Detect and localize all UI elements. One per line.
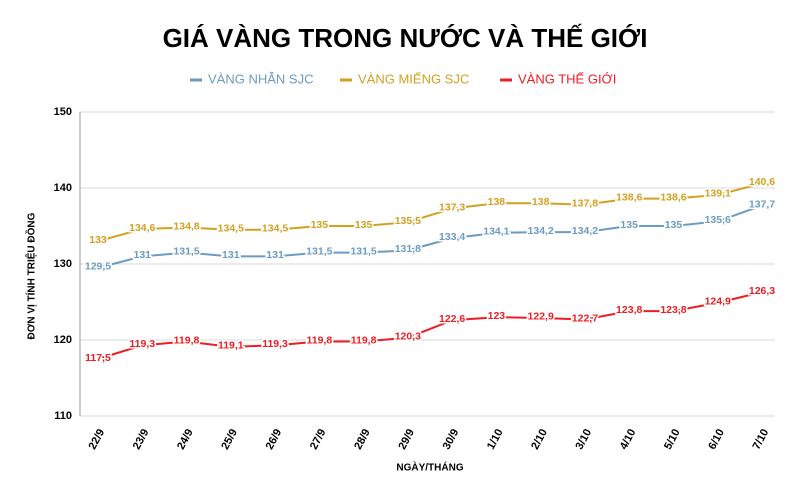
legend-label: VÀNG MIẾNG SJC	[358, 71, 469, 86]
data-label: 135	[311, 219, 329, 231]
x-tick-label: 5/10	[662, 427, 683, 452]
x-tick-label: 29/9	[396, 427, 417, 452]
data-label: 133,4	[439, 231, 465, 243]
x-tick-label: 22/9	[87, 427, 108, 452]
data-label: 134,5	[218, 223, 244, 235]
x-tick-label: 4/10	[618, 427, 639, 452]
data-label: 135,6	[705, 214, 731, 226]
y-axis-label: ĐƠN VỊ TÍNH TRIỆU ĐỒNG	[25, 212, 38, 339]
x-tick-label: 2/10	[529, 427, 550, 452]
y-tick-label: 130	[54, 258, 72, 270]
data-label: 122,9	[528, 311, 554, 323]
data-label: 134,2	[528, 225, 554, 237]
x-tick-label: 24/9	[175, 427, 196, 452]
data-label: 133	[89, 234, 107, 246]
data-label: 119,8	[174, 334, 200, 346]
data-label: 139,1	[705, 188, 731, 200]
series-line	[97, 182, 763, 243]
x-axis-label: NGÀY/THÁNG	[396, 461, 463, 474]
data-label: 137,3	[439, 201, 465, 213]
data-label: 134,2	[572, 225, 598, 237]
data-label: 131	[266, 249, 284, 261]
x-tick-label: 26/9	[264, 427, 285, 452]
y-tick-label: 120	[54, 334, 72, 346]
data-label: 135	[355, 219, 373, 231]
data-label: 135,5	[395, 215, 421, 227]
data-label: 134,6	[129, 222, 155, 234]
legend-label: VÀNG NHẪN SJC	[208, 71, 313, 86]
data-label: 117,5	[85, 352, 111, 364]
data-label: 123,8	[660, 304, 686, 316]
x-tick-label: 23/9	[131, 427, 152, 452]
data-label: 131,5	[173, 245, 199, 257]
data-label: 131,8	[395, 243, 421, 255]
legend-label: VÀNG THẾ GIỚI	[518, 71, 616, 86]
data-label: 131	[134, 249, 152, 261]
x-tick-label: 30/9	[441, 427, 462, 452]
data-label: 138	[488, 196, 506, 208]
data-label: 126,3	[749, 285, 775, 297]
data-label: 119,8	[351, 334, 377, 346]
y-tick-label: 110	[54, 410, 72, 422]
x-tick-label: 7/10	[751, 427, 772, 452]
data-label: 123,8	[616, 304, 642, 316]
data-label: 119,1	[218, 340, 244, 352]
data-label: 140,6	[749, 176, 775, 188]
data-label: 122,7	[572, 312, 598, 324]
x-tick-label: 27/9	[308, 427, 329, 452]
data-label: 134,5	[262, 223, 288, 235]
data-label: 135	[665, 219, 683, 231]
x-tick-label: 25/9	[219, 427, 240, 452]
data-label: 122,6	[439, 313, 465, 325]
x-tick-label: 3/10	[573, 427, 594, 452]
x-tick-label: 6/10	[706, 427, 727, 452]
chart-title: GIÁ VÀNG TRONG NƯỚC VÀ THẾ GIỚI	[163, 23, 648, 53]
series-line	[97, 204, 763, 269]
data-label: 131,5	[350, 245, 376, 257]
data-label: 119,3	[262, 338, 288, 350]
data-label: 135	[620, 219, 638, 231]
data-label: 137,7	[749, 198, 775, 210]
data-label: 119,3	[129, 338, 155, 350]
y-tick-label: 150	[54, 106, 72, 118]
data-label: 138	[532, 196, 550, 208]
x-tick-label: 28/9	[352, 427, 373, 452]
data-label: 134,1	[483, 226, 509, 238]
data-label: 137,8	[572, 198, 598, 210]
x-tick-label: 1/10	[485, 427, 506, 452]
series-line	[97, 291, 763, 360]
data-label: 138,6	[616, 191, 642, 203]
data-label: 138,6	[660, 191, 686, 203]
data-label: 129,5	[85, 261, 111, 273]
data-label: 134,8	[173, 220, 199, 232]
y-tick-label: 140	[54, 182, 72, 194]
data-label: 123	[488, 310, 506, 322]
data-label: 131	[222, 249, 240, 261]
data-label: 124,9	[705, 296, 731, 308]
data-label: 120,3	[395, 331, 421, 343]
data-label: 119,8	[306, 334, 332, 346]
data-label: 131,5	[306, 245, 332, 257]
